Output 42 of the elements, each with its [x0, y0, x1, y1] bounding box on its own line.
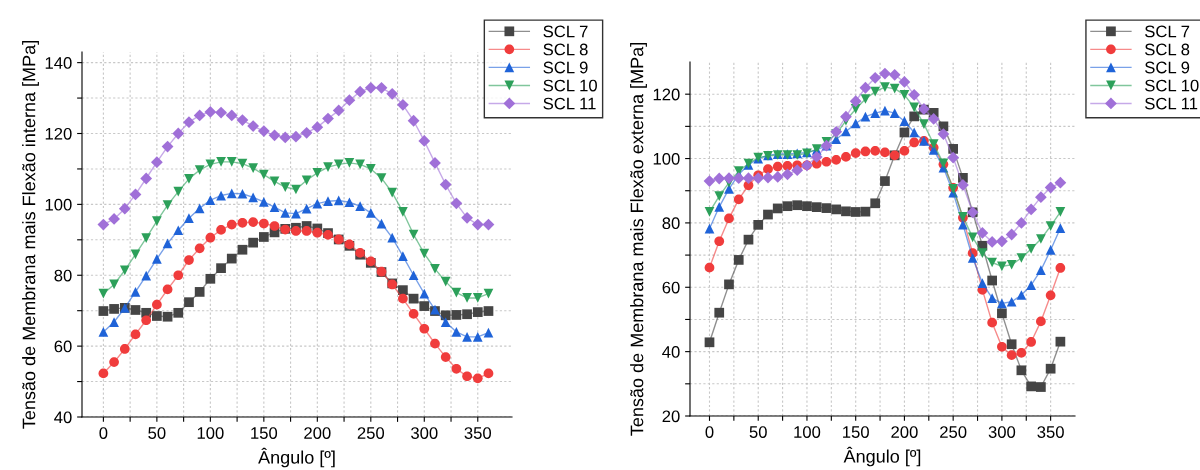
legend-label: SCL 10: [543, 79, 597, 92]
x-axis-title: Ângulo [º]: [258, 447, 335, 468]
legend-label: SCL 8: [1145, 43, 1190, 56]
x-tick-label: 100: [794, 426, 821, 438]
y-tick-label: 100: [653, 152, 680, 165]
legend-label: SCL 10: [1145, 79, 1199, 92]
legend-label: SCL 9: [1145, 61, 1190, 74]
legend-label: SCL 9: [543, 61, 588, 74]
y-tick-label: 60: [54, 340, 72, 353]
y-tick-label: 120: [653, 88, 680, 101]
y-axis-title: Tensão de Membrana mais Flexão interna [MPa]: [22, 41, 39, 429]
x-tick-label: 300: [411, 427, 438, 439]
y-tick-label: 100: [45, 198, 72, 211]
y-tick-label: 20: [662, 410, 680, 423]
x-tick-label: 50: [148, 427, 166, 439]
y-tick-label: 80: [662, 217, 680, 230]
y-tick-label: 140: [45, 57, 72, 69]
legend-label: SCL 7: [543, 25, 588, 38]
x-axis-title: Ângulo [º]: [843, 446, 921, 467]
x-tick-label: 50: [749, 426, 767, 438]
legend-label: SCL 8: [543, 43, 588, 56]
x-tick-label: 150: [251, 427, 278, 439]
legend-label: SCL 11: [1145, 97, 1198, 110]
x-tick-label: 350: [464, 427, 492, 439]
x-tick-label: 200: [891, 426, 918, 438]
y-axis-title: Tensão de Membrana mais Flexão externa [MPa]: [630, 43, 647, 436]
y-tick-label: 120: [45, 127, 72, 140]
x-tick-label: 300: [988, 426, 1016, 438]
legend-label: SCL 11: [543, 97, 596, 110]
y-tick-label: 40: [662, 346, 680, 358]
x-tick-label: 350: [1037, 426, 1064, 438]
y-tick-label: 40: [54, 411, 72, 424]
x-tick-label: 0: [705, 426, 714, 438]
x-tick-label: 150: [843, 426, 869, 438]
x-tick-label: 100: [197, 427, 224, 439]
y-tick-label: 80: [54, 269, 72, 282]
x-tick-label: 200: [304, 427, 331, 439]
x-tick-label: 250: [940, 426, 967, 438]
legend-label: SCL 7: [1145, 25, 1190, 38]
x-tick-label: 0: [99, 427, 108, 439]
x-tick-label: 250: [357, 427, 385, 439]
y-tick-label: 60: [662, 281, 680, 294]
